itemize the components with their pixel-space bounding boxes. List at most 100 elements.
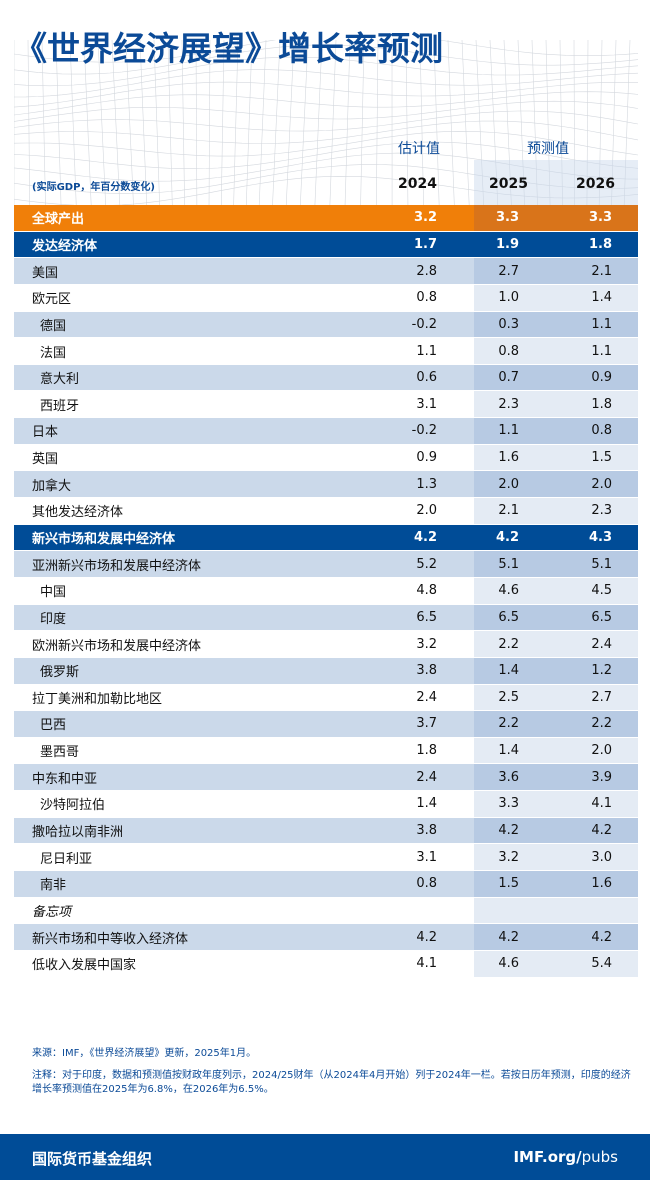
table-row: 巴西 3.7 2.2 2.2 bbox=[14, 711, 638, 738]
value-2026: 4.1 bbox=[591, 796, 612, 812]
footer-link[interactable]: IMF.org/pubs bbox=[513, 1148, 618, 1166]
value-2024: 0.8 bbox=[416, 290, 437, 306]
table-row: 印度 6.5 6.5 6.5 bbox=[14, 604, 638, 632]
forecast-cell-bg bbox=[474, 684, 638, 711]
value-2025: 0.7 bbox=[498, 370, 519, 386]
row-label: 备忘项 bbox=[32, 904, 72, 920]
row-label: 亚洲新兴市场和发展中经济体 bbox=[32, 558, 202, 574]
value-2024: 3.7 bbox=[416, 716, 437, 732]
row-label: 全球产出 bbox=[32, 212, 85, 228]
footnote: 注释：对于印度，数据和预测值按财政年度列示，2024/25财年（从2024年4月… bbox=[32, 1070, 631, 1095]
value-2024: 4.1 bbox=[416, 956, 437, 972]
value-2026: 3.9 bbox=[591, 769, 612, 785]
forecast-cell-bg bbox=[474, 338, 638, 364]
value-2026: 1.4 bbox=[591, 290, 612, 306]
value-2026: 1.6 bbox=[591, 876, 612, 892]
table-row: 西班牙 3.1 2.3 1.8 bbox=[14, 391, 638, 419]
value-2025: 4.2 bbox=[495, 530, 519, 545]
value-2024: 3.8 bbox=[416, 663, 437, 679]
forecast-cell-bg bbox=[474, 418, 638, 444]
value-2024: 1.4 bbox=[416, 796, 437, 812]
value-2024: 0.9 bbox=[416, 450, 437, 466]
value-2024: 2.8 bbox=[416, 263, 437, 279]
table-row: 墨西哥 1.8 1.4 2.0 bbox=[14, 737, 638, 765]
table-row: 法国 1.1 0.8 1.1 bbox=[14, 338, 638, 365]
value-2026: 4.2 bbox=[591, 823, 612, 839]
year-2026: 2026 bbox=[576, 176, 615, 192]
value-2025: 3.3 bbox=[498, 796, 519, 812]
row-label: 南非 bbox=[40, 878, 67, 894]
value-2025: 1.1 bbox=[498, 423, 519, 439]
row-label: 加拿大 bbox=[32, 478, 72, 494]
row-label: 中国 bbox=[40, 585, 67, 601]
value-2025: 4.2 bbox=[498, 929, 519, 945]
value-2025: 4.2 bbox=[498, 823, 519, 839]
value-2026: 1.1 bbox=[591, 343, 612, 359]
value-2024: -0.2 bbox=[411, 423, 437, 439]
value-2025: 2.2 bbox=[498, 636, 519, 652]
table-row: 意大利 0.6 0.7 0.9 bbox=[14, 364, 638, 392]
value-2026: 4.3 bbox=[588, 530, 612, 545]
value-2024: 2.4 bbox=[416, 689, 437, 705]
row-label: 英国 bbox=[32, 452, 59, 468]
row-label: 巴西 bbox=[40, 718, 67, 734]
row-label: 欧元区 bbox=[32, 292, 72, 308]
value-2026: 2.7 bbox=[591, 689, 612, 705]
value-2026: 5.4 bbox=[591, 956, 612, 972]
value-2024: 3.2 bbox=[413, 210, 437, 226]
row-label: 其他发达经济体 bbox=[32, 505, 124, 521]
value-2026: 6.5 bbox=[591, 609, 612, 625]
value-2024: -0.2 bbox=[411, 316, 437, 332]
value-2025: 1.0 bbox=[498, 290, 519, 306]
value-2024: 2.4 bbox=[416, 769, 437, 785]
row-label: 发达经济体 bbox=[32, 238, 98, 254]
table-row: 新兴市场和发展中经济体 4.2 4.2 4.3 bbox=[14, 524, 638, 552]
value-2024: 3.2 bbox=[416, 636, 437, 652]
forecast-cell-bg bbox=[474, 551, 638, 577]
forecast-cell-bg bbox=[474, 205, 638, 231]
table-row: 欧元区 0.8 1.0 1.4 bbox=[14, 284, 638, 312]
table-row: 低收入发展中国家 4.1 4.6 5.4 bbox=[14, 950, 638, 978]
row-label: 尼日利亚 bbox=[40, 851, 93, 867]
row-label: 撒哈拉以南非洲 bbox=[32, 825, 124, 841]
value-2025: 2.7 bbox=[498, 263, 519, 279]
row-label: 德国 bbox=[40, 318, 67, 334]
table-row: 欧洲新兴市场和发展中经济体 3.2 2.2 2.4 bbox=[14, 631, 638, 658]
value-2024: 1.1 bbox=[416, 343, 437, 359]
forecast-cell-bg bbox=[474, 764, 638, 791]
value-2025: 5.1 bbox=[498, 556, 519, 572]
value-2025: 3.3 bbox=[495, 210, 519, 226]
value-2026: 2.0 bbox=[591, 743, 612, 759]
forecast-cell-bg bbox=[474, 897, 638, 924]
value-2025: 1.5 bbox=[498, 876, 519, 892]
table-row: 俄罗斯 3.8 1.4 1.2 bbox=[14, 657, 638, 685]
value-2025: 3.6 bbox=[498, 769, 519, 785]
forecast-cell-bg bbox=[474, 444, 638, 471]
value-2025: 2.1 bbox=[498, 503, 519, 519]
value-2026: 2.1 bbox=[591, 263, 612, 279]
forecast-cell-bg bbox=[474, 791, 638, 817]
value-2024: 1.3 bbox=[416, 476, 437, 492]
row-label: 俄罗斯 bbox=[40, 665, 80, 681]
value-2025: 4.6 bbox=[498, 956, 519, 972]
table-row: 德国 -0.2 0.3 1.1 bbox=[14, 311, 638, 339]
row-label: 日本 bbox=[32, 425, 59, 441]
row-label: 新兴市场和中等收入经济体 bbox=[32, 931, 189, 947]
value-2024: 3.1 bbox=[416, 849, 437, 865]
forecast-cell-bg bbox=[474, 631, 638, 657]
table-row: 日本 -0.2 1.1 0.8 bbox=[14, 418, 638, 445]
row-label: 欧洲新兴市场和发展中经济体 bbox=[32, 638, 202, 654]
forecast-column-band bbox=[474, 160, 638, 205]
row-label: 新兴市场和发展中经济体 bbox=[32, 532, 176, 547]
value-2026: 0.9 bbox=[591, 370, 612, 386]
forecast-header: 预测值 bbox=[527, 141, 569, 157]
forecast-cell-bg bbox=[474, 311, 638, 338]
table-row: 亚洲新兴市场和发展中经济体 5.2 5.1 5.1 bbox=[14, 551, 638, 578]
row-label: 法国 bbox=[40, 345, 67, 361]
forecast-cell-bg bbox=[474, 284, 638, 311]
value-2025: 0.3 bbox=[498, 316, 519, 332]
value-2025: 1.6 bbox=[498, 450, 519, 466]
value-2026: 1.5 bbox=[591, 450, 612, 466]
value-2024: 3.8 bbox=[416, 823, 437, 839]
row-label: 低收入发展中国家 bbox=[32, 958, 137, 974]
